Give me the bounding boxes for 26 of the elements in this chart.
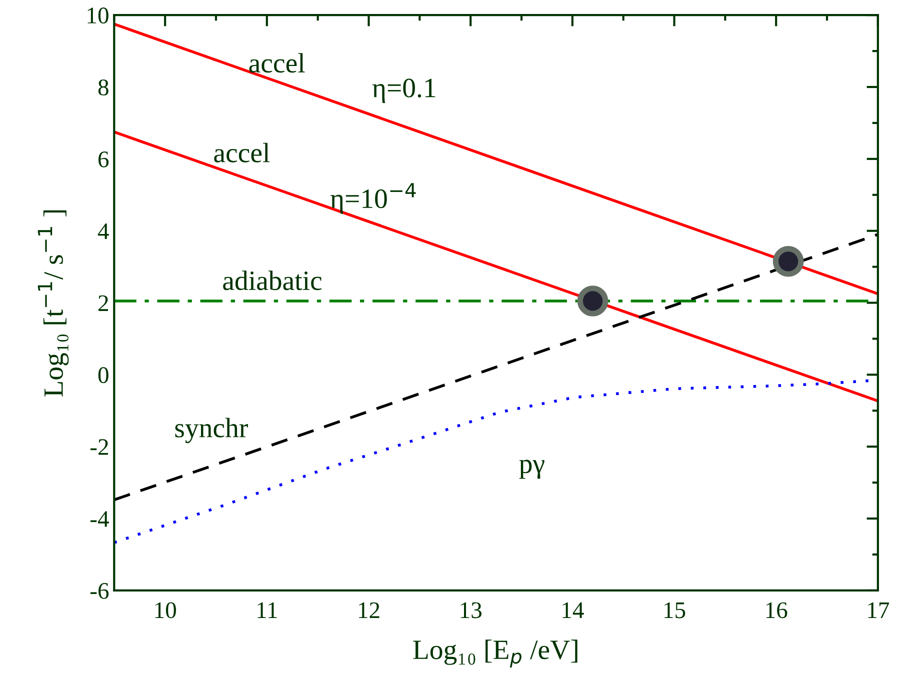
annotation: η=0.1 (372, 78, 436, 104)
annotation: accel (214, 142, 270, 162)
annotation: η=10$^{−4}$ (330, 183, 416, 214)
annotation: accel (249, 53, 305, 73)
y-tick-label: -2 (90, 439, 108, 455)
x-tick-label: 16 (766, 602, 788, 618)
y-tick-label: 0 (98, 367, 108, 384)
x-tick-label: 15 (664, 602, 686, 618)
y-tick-label: 4 (98, 223, 109, 240)
x-tick-label: 10 (155, 602, 176, 618)
x-tick-label: 13 (460, 602, 482, 618)
y-tick-label: -4 (90, 511, 109, 527)
x-tick-label: 12 (359, 602, 380, 618)
y-tick-label: -6 (90, 583, 109, 599)
y-tick-label: 8 (98, 79, 108, 96)
y-tick-label: 2 (98, 295, 108, 311)
annotation: synchr (175, 418, 248, 444)
x-tick-label: 17 (868, 602, 890, 618)
annotation: adiabatic (223, 270, 322, 290)
x-tick-label: 11 (258, 602, 277, 618)
annotation: pγ (519, 460, 544, 479)
y-axis-title: Log₁₀ [t$^{−1}$/ s$^{−1}$ ] (38, 210, 69, 397)
x-tick-label: 14 (562, 602, 584, 618)
x-axis-title: Log₁₀ [E$_{p}$ /eV] (413, 640, 578, 668)
y-tick-label: 10 (88, 8, 108, 24)
y-tick-label: 6 (98, 151, 109, 168)
